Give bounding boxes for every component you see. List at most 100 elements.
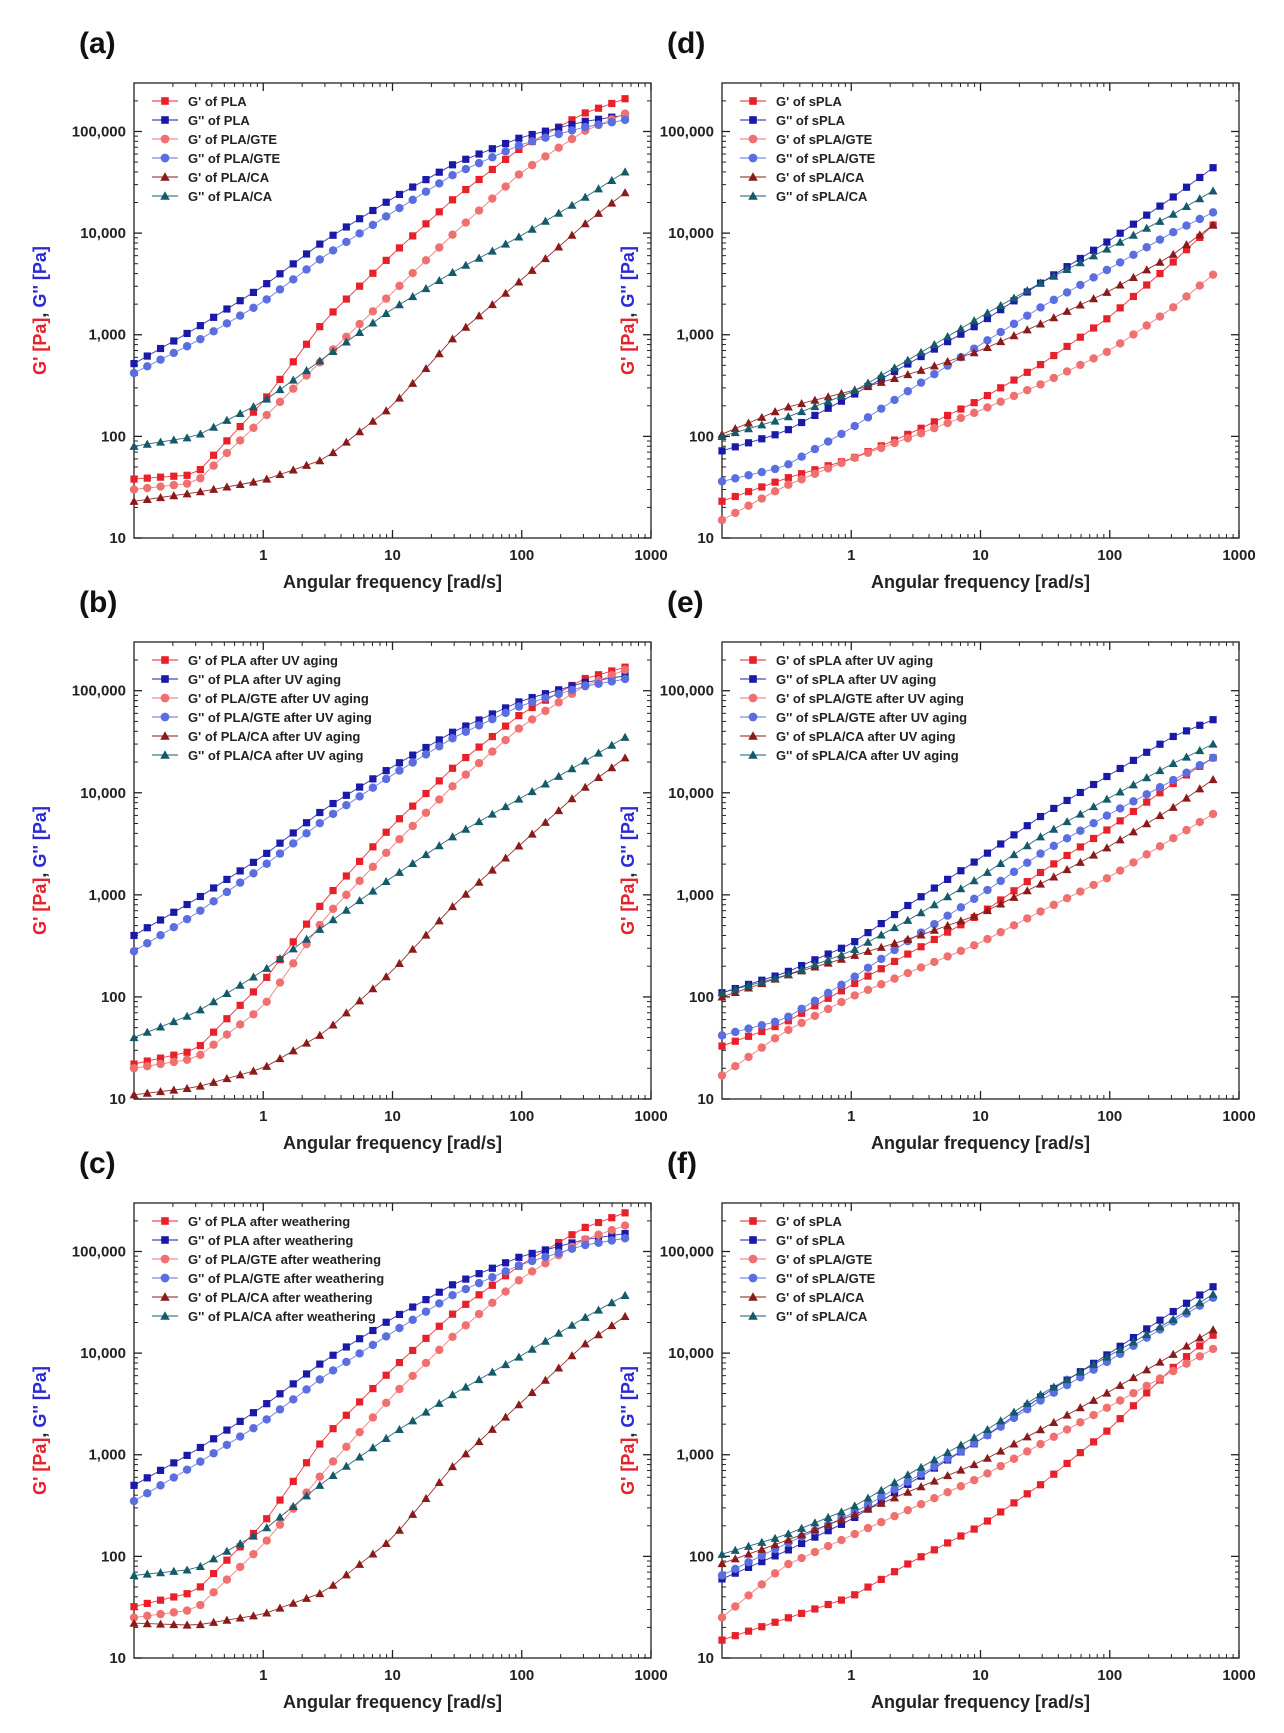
legend-label: G'' of sPLA — [776, 113, 846, 128]
data-point — [957, 1532, 965, 1540]
data-point — [395, 1323, 404, 1333]
y-axis-title-separator: , — [30, 308, 50, 318]
data-point — [356, 1398, 364, 1406]
data-point — [514, 232, 524, 241]
series-line — [721, 274, 1214, 521]
data-point — [487, 1424, 497, 1433]
data-point — [130, 360, 138, 368]
y-axis-title-separator: , — [618, 868, 638, 878]
data-point — [1076, 826, 1085, 835]
data-point — [1076, 788, 1084, 797]
data-point — [580, 192, 590, 201]
data-point — [917, 424, 925, 432]
data-point — [222, 988, 232, 997]
series-3 — [129, 115, 630, 378]
data-point — [876, 1498, 886, 1507]
data-point — [594, 1230, 603, 1239]
data-point — [408, 378, 418, 387]
data-point — [876, 1485, 886, 1494]
data-point — [156, 1466, 165, 1474]
data-point — [288, 1501, 298, 1511]
data-point — [744, 418, 754, 427]
data-point — [448, 1310, 457, 1318]
data-point — [183, 1048, 191, 1056]
data-point — [996, 337, 1006, 346]
data-point — [328, 809, 338, 819]
data-point — [930, 919, 939, 929]
data-point — [1115, 1380, 1125, 1389]
data-point — [811, 411, 819, 420]
data-point — [1182, 793, 1192, 802]
data-point — [434, 1398, 444, 1407]
data-point — [514, 170, 524, 179]
data-point — [970, 399, 978, 407]
data-point — [770, 487, 780, 496]
data-point — [717, 988, 727, 997]
data-point — [421, 283, 431, 293]
data-point — [276, 375, 284, 383]
data-point — [316, 808, 324, 817]
data-point — [1089, 802, 1099, 811]
data-point — [1208, 220, 1218, 229]
data-point — [1062, 288, 1072, 297]
data-point — [554, 689, 563, 699]
data-point — [209, 484, 219, 493]
data-point — [996, 1416, 1006, 1425]
data-point — [501, 147, 510, 156]
data-point — [903, 370, 913, 379]
data-point — [982, 1453, 992, 1462]
data-point — [731, 1564, 740, 1574]
data-point — [810, 1518, 820, 1527]
data-point — [811, 1002, 819, 1010]
data-point — [462, 1300, 470, 1308]
data-point — [196, 906, 205, 915]
data-point — [982, 1424, 992, 1434]
data-point — [1168, 1349, 1178, 1358]
series-3 — [717, 753, 1218, 1040]
data-point — [488, 1281, 496, 1289]
data-point — [315, 1375, 325, 1384]
x-tick-label: 1 — [847, 1108, 855, 1125]
data-point — [877, 404, 886, 413]
data-point — [263, 280, 271, 288]
data-point — [1182, 1359, 1191, 1368]
data-point — [608, 1232, 616, 1240]
data-point — [758, 1623, 766, 1631]
data-point — [1075, 1403, 1085, 1412]
data-point — [182, 342, 192, 351]
data-point — [541, 133, 550, 142]
legend-marker — [160, 1254, 170, 1264]
series-line — [133, 1316, 626, 1626]
data-point — [916, 908, 926, 917]
data-point — [409, 802, 417, 810]
data-point — [930, 884, 938, 892]
data-point — [581, 1240, 590, 1250]
legend-label: G' of sPLA — [776, 94, 843, 109]
data-point — [1169, 732, 1177, 741]
data-point — [823, 1541, 833, 1551]
series-4 — [717, 1325, 1218, 1568]
series-line — [721, 167, 1214, 452]
data-point — [1209, 1331, 1217, 1339]
series-line — [133, 736, 626, 1038]
data-point — [1116, 229, 1124, 237]
data-point — [823, 1520, 833, 1529]
panel-label: (e) — [667, 586, 704, 619]
data-point — [568, 1231, 576, 1239]
data-point — [381, 774, 391, 784]
data-point — [943, 418, 952, 428]
data-point — [488, 1264, 496, 1272]
legend: G' of PLA G'' of PLA G' of PLA/GTE G'' of P… — [152, 94, 280, 204]
series-5 — [717, 186, 1218, 440]
y-axis-title-gprime: G' [Pa] — [618, 318, 638, 375]
data-point — [904, 901, 912, 910]
data-point — [823, 1004, 833, 1014]
series-1 — [718, 716, 1217, 997]
data-point — [342, 1343, 350, 1351]
legend-label: G'' of PLA/CA — [188, 189, 273, 204]
data-point — [784, 1012, 793, 1021]
data-point — [607, 740, 617, 749]
data-point — [811, 1533, 819, 1541]
data-point — [1128, 1337, 1138, 1346]
data-point — [824, 950, 832, 958]
